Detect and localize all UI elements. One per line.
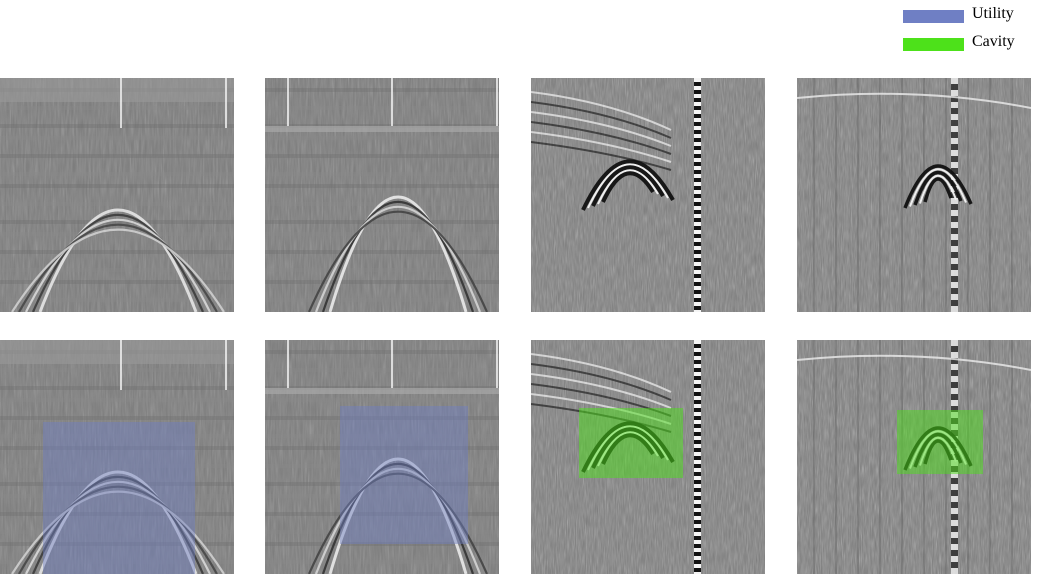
gpr-radargram (265, 78, 499, 312)
gpr-radargram (265, 340, 499, 574)
cavity-bounding-box (579, 408, 683, 478)
gpr-scan-cavity-1-labeled (531, 340, 765, 574)
gpr-radargram (531, 78, 765, 312)
gpr-radargram (797, 78, 1031, 312)
gpr-scan-utility-1-labeled (0, 340, 234, 574)
legend-item-cavity: Cavity (903, 32, 1033, 60)
gpr-scan-utility-2 (265, 78, 499, 312)
gpr-scan-cavity-1 (531, 78, 765, 312)
gpr-radargram (0, 340, 234, 574)
legend-label-cavity: Cavity (972, 33, 1015, 50)
cavity-bounding-box (897, 410, 983, 474)
utility-bounding-box (340, 406, 468, 544)
utility-bounding-box (43, 422, 195, 574)
gpr-scan-cavity-2-labeled (797, 340, 1031, 574)
legend-swatch-utility (903, 10, 964, 23)
legend-swatch-cavity (903, 38, 964, 51)
gpr-radargram (0, 78, 234, 312)
legend: Utility Cavity (903, 4, 1033, 60)
legend-label-utility: Utility (972, 5, 1014, 22)
legend-item-utility: Utility (903, 4, 1033, 32)
gpr-scan-utility-2-labeled (265, 340, 499, 574)
gpr-scan-utility-1 (0, 78, 234, 312)
gpr-scan-cavity-2 (797, 78, 1031, 312)
